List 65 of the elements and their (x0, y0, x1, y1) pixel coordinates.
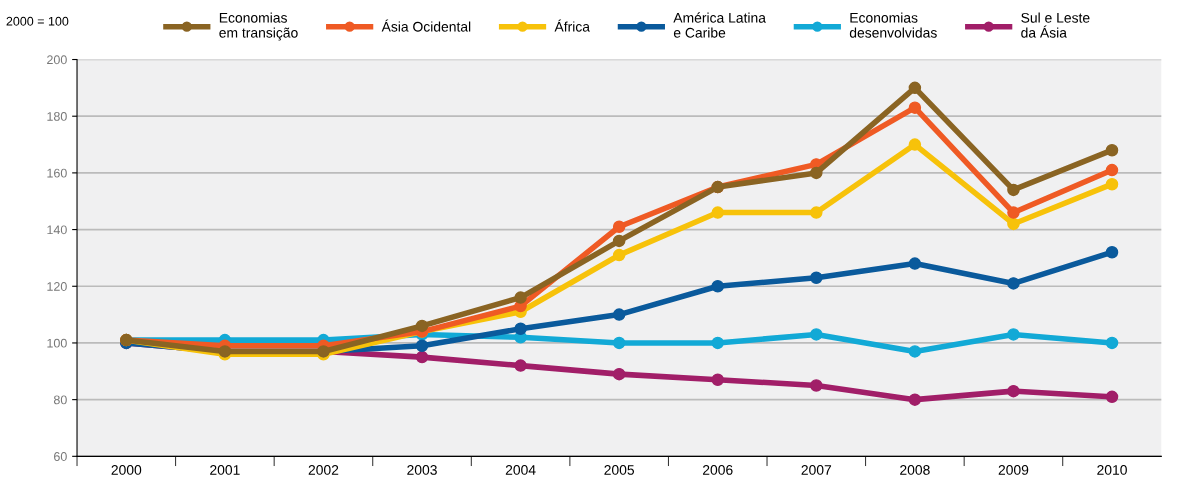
legend-label: Economias desenvolvidas (849, 12, 937, 38)
point (711, 336, 724, 350)
point (1105, 177, 1119, 191)
x-tick-label: 2005 (604, 465, 635, 475)
x-tick-label: 2004 (505, 465, 536, 475)
y-tick-label: 120 (47, 282, 67, 291)
x-tick-label: 2010 (1097, 465, 1127, 475)
point (1007, 217, 1020, 231)
text: 2000 = 100 (6, 16, 69, 26)
x-tick-label: 2009 (998, 465, 1029, 475)
x-tick-label: 2003 (407, 465, 437, 475)
legend-label: Ásia Ocidental (381, 19, 471, 32)
point (612, 220, 626, 233)
legend-label: América Latina e Caribe (673, 12, 766, 38)
point (908, 81, 922, 95)
x-tick-label: 2000 (111, 465, 142, 475)
point (612, 367, 626, 381)
point (908, 101, 922, 114)
point (810, 271, 823, 285)
point (612, 308, 626, 321)
point (612, 248, 626, 262)
point (1105, 143, 1119, 157)
point (415, 319, 429, 333)
point (415, 350, 429, 364)
point (908, 393, 922, 406)
point (810, 166, 823, 180)
point (612, 234, 626, 248)
point (1007, 277, 1020, 290)
point (612, 336, 626, 350)
legend-label: Economias em transição (219, 12, 298, 41)
point (514, 322, 527, 336)
point (908, 257, 922, 270)
x-tick-label: 2008 (900, 465, 930, 475)
point (1007, 206, 1020, 219)
point (415, 339, 429, 353)
legend-label: África (554, 19, 590, 32)
point (1007, 328, 1020, 341)
point (810, 206, 823, 219)
point (514, 359, 527, 372)
point (1007, 183, 1020, 197)
point (514, 291, 527, 304)
point (1105, 163, 1119, 177)
legend-label: Sul e Leste da Ásia (1021, 12, 1090, 38)
y-tick-label: 60 (54, 452, 67, 461)
x-tick-label: 2002 (308, 465, 339, 475)
point (1105, 390, 1119, 404)
y-tick-label: 100 (47, 338, 67, 348)
point (908, 345, 922, 358)
point (810, 379, 823, 392)
point (1105, 246, 1119, 259)
y-tick-label: 80 (53, 395, 67, 405)
y-tick-label: 160 (47, 168, 67, 178)
y-tick-label: 140 (47, 225, 67, 235)
point (711, 280, 724, 293)
point (711, 206, 724, 219)
x-tick-label: 2001 (210, 465, 240, 475)
point (1007, 384, 1020, 398)
point (1105, 336, 1119, 350)
point (810, 328, 823, 341)
x-tick-label: 2007 (801, 465, 832, 475)
point (711, 373, 724, 387)
y-tick-label: 200 (47, 55, 67, 65)
x-tick-label: 2006 (702, 465, 733, 475)
point (908, 138, 922, 151)
y-tick-label: 180 (47, 112, 67, 121)
